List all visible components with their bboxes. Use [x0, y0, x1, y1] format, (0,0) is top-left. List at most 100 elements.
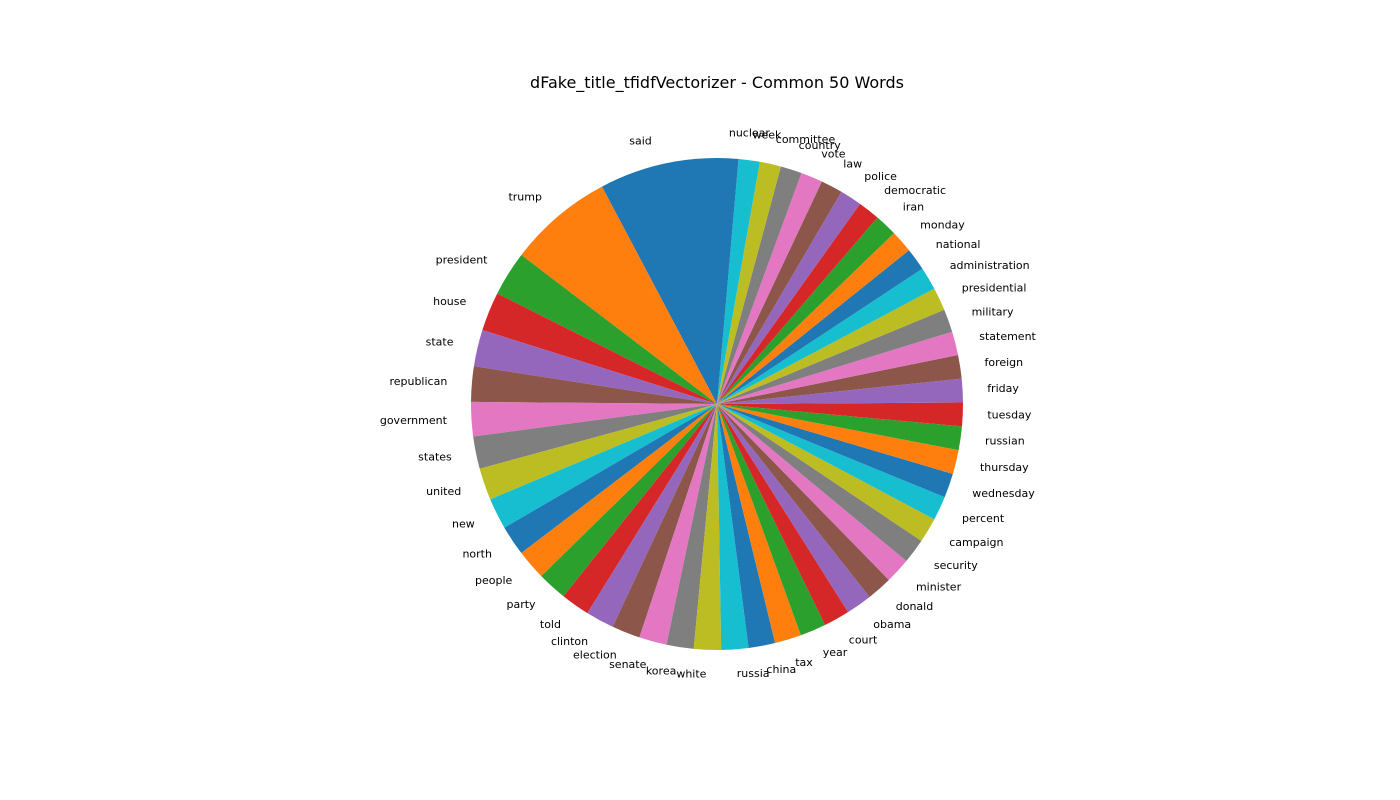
pie-slice-president: [497, 254, 717, 404]
pie-slice-week: [717, 158, 760, 404]
slice-label-election: election: [573, 648, 617, 661]
pie-slice-military: [717, 309, 953, 404]
slice-label-china: china: [766, 663, 796, 676]
slice-label-russian: russian: [985, 435, 1025, 448]
pie-slice-russian: [717, 404, 962, 451]
slice-label-wednesday: wednesday: [972, 487, 1035, 500]
slice-label-tuesday: tuesday: [987, 409, 1032, 422]
pie-slice-statement: [717, 331, 959, 404]
pie-slice-foreign: [717, 354, 962, 404]
pie-slice-wednesday: [717, 404, 953, 498]
slice-label-administration: administration: [950, 259, 1030, 272]
slice-label-tax: tax: [795, 656, 813, 669]
pie-slice-election: [612, 404, 717, 638]
pie-slice-republican: [471, 366, 717, 404]
slice-label-vote: vote: [821, 147, 846, 160]
slice-label-clinton: clinton: [551, 635, 588, 648]
pie-slice-white: [693, 404, 722, 650]
pie-slice-donald: [717, 404, 889, 597]
slice-label-united: united: [426, 485, 461, 498]
pie-slice-told: [563, 404, 717, 614]
slice-label-percent: percent: [962, 512, 1005, 525]
slice-label-states: states: [418, 451, 452, 464]
slice-label-north: north: [462, 547, 492, 560]
pie-slice-security: [717, 404, 922, 562]
pie-slice-party: [541, 404, 717, 597]
pie-slice-democratic: [717, 203, 878, 404]
pie-slice-country: [717, 166, 802, 404]
pie-slice-iran: [717, 217, 894, 404]
slice-label-presidential: presidential: [962, 282, 1027, 295]
slice-label-party: party: [506, 598, 536, 611]
pie-slice-campaign: [717, 404, 935, 541]
slice-label-democratic: democratic: [884, 184, 946, 197]
pie-slice-minister: [717, 404, 907, 580]
slice-label-minister: minister: [916, 580, 962, 593]
slice-label-people: people: [475, 574, 513, 587]
pie-slice-thursday: [717, 404, 959, 474]
pie-slice-clinton: [587, 404, 717, 627]
pie-slice-year: [717, 404, 826, 636]
slice-label-nuclear: nuclear: [729, 127, 771, 140]
pie-slice-percent: [717, 404, 945, 520]
slice-label-iran: iran: [903, 200, 924, 213]
pie-slice-trump: [521, 186, 717, 404]
pie-slice-north: [504, 404, 717, 554]
pie-slice-administration: [717, 268, 935, 404]
slice-label-senate: senate: [609, 658, 647, 671]
pie-labels: said trump president house state republican go…: [380, 127, 1037, 681]
slice-label-told: told: [540, 618, 561, 631]
pie-slice-said: [601, 158, 717, 404]
pie-slice-vote: [717, 172, 822, 404]
slice-label-government: government: [380, 414, 448, 427]
pie-slice-government: [471, 401, 717, 437]
pie-slice-tax: [717, 404, 801, 644]
pie-slice-states: [473, 404, 717, 469]
pie-slice-monday: [717, 233, 910, 404]
slice-label-police: police: [864, 170, 897, 183]
pie-slice-united: [479, 404, 717, 500]
pie-slice-police: [717, 191, 861, 404]
slice-label-trump: trump: [508, 191, 542, 204]
slice-label-year: year: [823, 646, 848, 659]
slice-label-statement: statement: [979, 330, 1036, 343]
slice-label-security: security: [934, 559, 978, 572]
pie-slice-committee: [717, 161, 781, 404]
pie-slice-friday: [717, 378, 963, 404]
slice-label-russia: russia: [737, 667, 770, 680]
pie-slice-presidential: [717, 288, 945, 404]
pie-slice-tuesday: [717, 402, 963, 427]
pie-slice-senate: [639, 404, 717, 645]
slice-label-week: week: [752, 129, 782, 142]
pie-slice-new: [490, 404, 717, 528]
pie-slice-china: [717, 404, 776, 648]
slice-label-white: white: [676, 667, 706, 680]
slice-label-donald: donald: [896, 600, 933, 613]
pie-slice-korea: [666, 404, 717, 649]
pie-slice-court: [717, 404, 849, 625]
slice-label-law: law: [843, 158, 862, 171]
chart-title: dFake_title_tfidfVectorizer - Common 50 …: [530, 73, 904, 93]
pie-slices: [471, 158, 963, 650]
pie-slice-state: [473, 330, 717, 404]
slice-label-obama: obama: [873, 618, 911, 631]
pie-slice-house: [482, 293, 717, 404]
slice-label-republican: republican: [389, 375, 447, 388]
pie-slice-people: [521, 404, 717, 577]
slice-label-state: state: [426, 335, 454, 348]
slice-label-said: said: [629, 134, 652, 147]
slice-label-monday: monday: [920, 218, 965, 231]
slice-label-national: national: [936, 238, 981, 251]
slice-label-campaign: campaign: [949, 536, 1003, 549]
slice-label-friday: friday: [987, 382, 1019, 395]
slice-label-president: president: [436, 254, 489, 267]
slice-label-house: house: [433, 295, 466, 308]
slice-label-committee: committee: [776, 133, 836, 146]
slice-label-court: court: [849, 633, 878, 646]
slice-label-military: military: [972, 305, 1014, 318]
slice-label-korea: korea: [646, 665, 677, 678]
pie-slice-nuclear: [717, 158, 739, 404]
slice-label-foreign: foreign: [984, 356, 1023, 369]
slice-label-new: new: [452, 518, 475, 531]
